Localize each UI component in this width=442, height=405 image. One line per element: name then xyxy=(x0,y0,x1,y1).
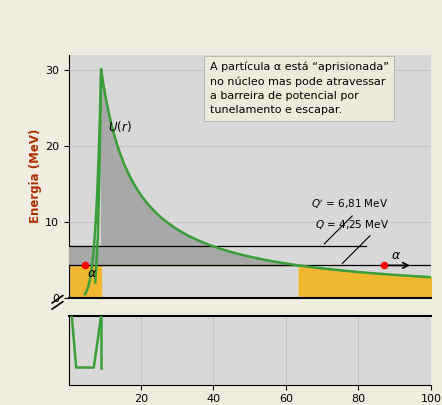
Text: $\alpha$: $\alpha$ xyxy=(391,249,401,262)
Text: $Q$ = 4,25 MeV: $Q$ = 4,25 MeV xyxy=(315,218,389,263)
Text: A partícula α está “aprisionada”
no núcleo mas pode atravessar
a barreira de pot: A partícula α está “aprisionada” no núcl… xyxy=(210,62,389,115)
Y-axis label: Energia (MeV): Energia (MeV) xyxy=(29,129,42,224)
Text: $\alpha$: $\alpha$ xyxy=(88,267,97,280)
Text: $Q'$ = 6,81 MeV: $Q'$ = 6,81 MeV xyxy=(311,198,389,244)
Text: $U(r)$: $U(r)$ xyxy=(108,119,132,134)
